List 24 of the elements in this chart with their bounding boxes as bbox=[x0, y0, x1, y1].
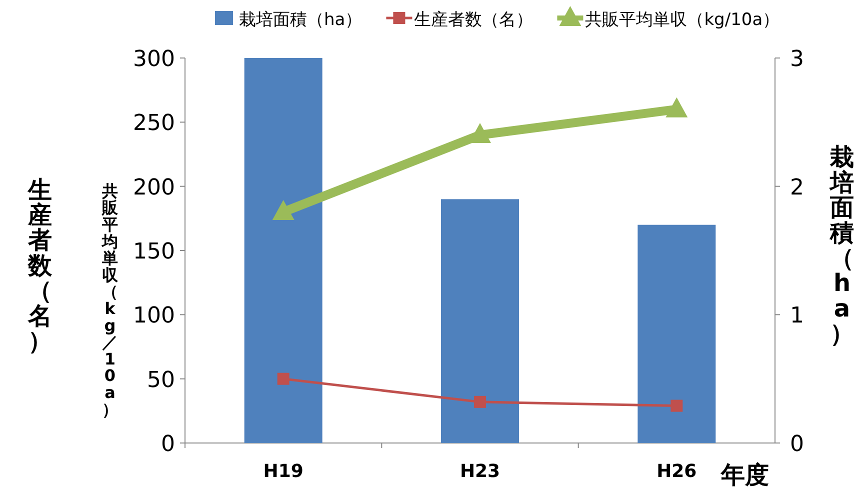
x-tick-label: H26 bbox=[656, 461, 697, 482]
legend-label: 生産者数（名） bbox=[414, 10, 534, 30]
legend-label: 共販平均単収（kg/10a） bbox=[585, 10, 780, 30]
y-axis-title: 生産者数（名） bbox=[27, 176, 53, 355]
x-axis-title: 年度 bbox=[720, 461, 769, 489]
y-tick-label: 150 bbox=[133, 240, 175, 264]
text: 共販平均単収（kg／10a） bbox=[102, 181, 118, 419]
y-tick-label: 0 bbox=[161, 432, 175, 457]
legend-label: 栽培面積（ha） bbox=[239, 10, 362, 30]
y-tick-label: 200 bbox=[133, 175, 175, 200]
x-tick-label: H19 bbox=[263, 461, 304, 482]
y-tick-label: 300 bbox=[133, 47, 175, 72]
y-tick-label: 50 bbox=[147, 368, 175, 393]
y2-tick-label: 3 bbox=[790, 47, 804, 72]
y2-tick-label: 0 bbox=[790, 432, 804, 457]
bar bbox=[441, 199, 519, 443]
bar bbox=[244, 58, 322, 443]
bar bbox=[638, 224, 716, 443]
y2-tick-label: 1 bbox=[790, 304, 804, 329]
y2-tick-label: 2 bbox=[790, 175, 804, 200]
y-tick-label: 100 bbox=[133, 304, 175, 329]
y2-axis-title: 栽培面積（ha） bbox=[828, 143, 854, 348]
x-tick-label: H23 bbox=[460, 461, 500, 482]
y-tick-label: 250 bbox=[133, 111, 175, 136]
